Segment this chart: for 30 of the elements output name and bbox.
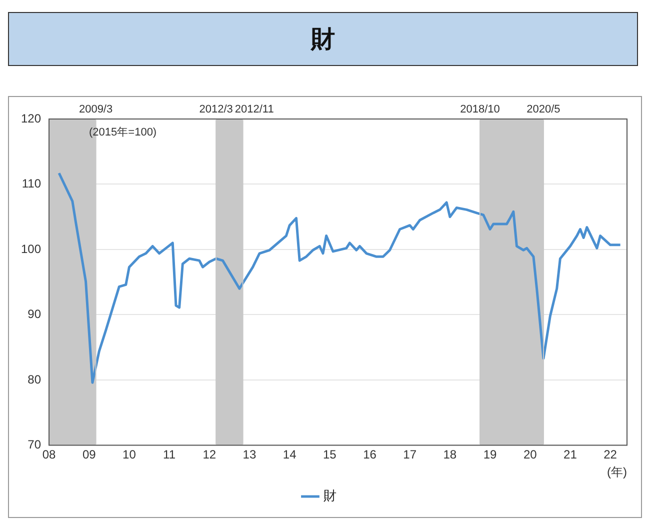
x-tick-label: 10 [122, 448, 136, 462]
y-tick-label: 120 [20, 111, 42, 126]
ref-line-label: 2018/10 [460, 104, 500, 116]
y-tick-label: 80 [28, 372, 42, 386]
x-tick-label: 12 [202, 448, 216, 462]
x-tick-label: 15 [322, 448, 337, 462]
y-tick-label: 100 [20, 242, 42, 256]
x-tick-label: 09 [82, 448, 96, 462]
ref-line-label: 2009/3 [78, 104, 113, 116]
y-tick-label: 90 [28, 307, 42, 322]
x-tick-label: 22 [604, 448, 618, 462]
y-tick-label: 70 [28, 438, 42, 452]
x-tick-label: 16 [363, 448, 377, 462]
annotation: (2015年=100) [89, 126, 157, 139]
x-tick-label: 11 [163, 448, 176, 462]
x-tick-label: 18 [443, 448, 457, 462]
x-axis-title: (年) [607, 465, 627, 480]
x-tick-label: 21 [564, 448, 578, 462]
x-tick-label: 20 [523, 448, 538, 462]
legend-label: 財 [323, 488, 336, 504]
x-tick-label: 14 [282, 448, 297, 462]
ref-line-label: 2012/11 [234, 104, 274, 116]
x-tick-label: 13 [242, 448, 256, 462]
x-tick-label: 19 [483, 448, 498, 462]
chart-title: 財 [8, 12, 638, 66]
ref-line-label: 2020/5 [526, 104, 560, 116]
x-tick-label: 08 [42, 448, 56, 462]
ref-line-label: 2012/3 [199, 104, 233, 116]
y-tick-label: 110 [22, 176, 42, 191]
x-tick-label: 17 [403, 448, 417, 462]
